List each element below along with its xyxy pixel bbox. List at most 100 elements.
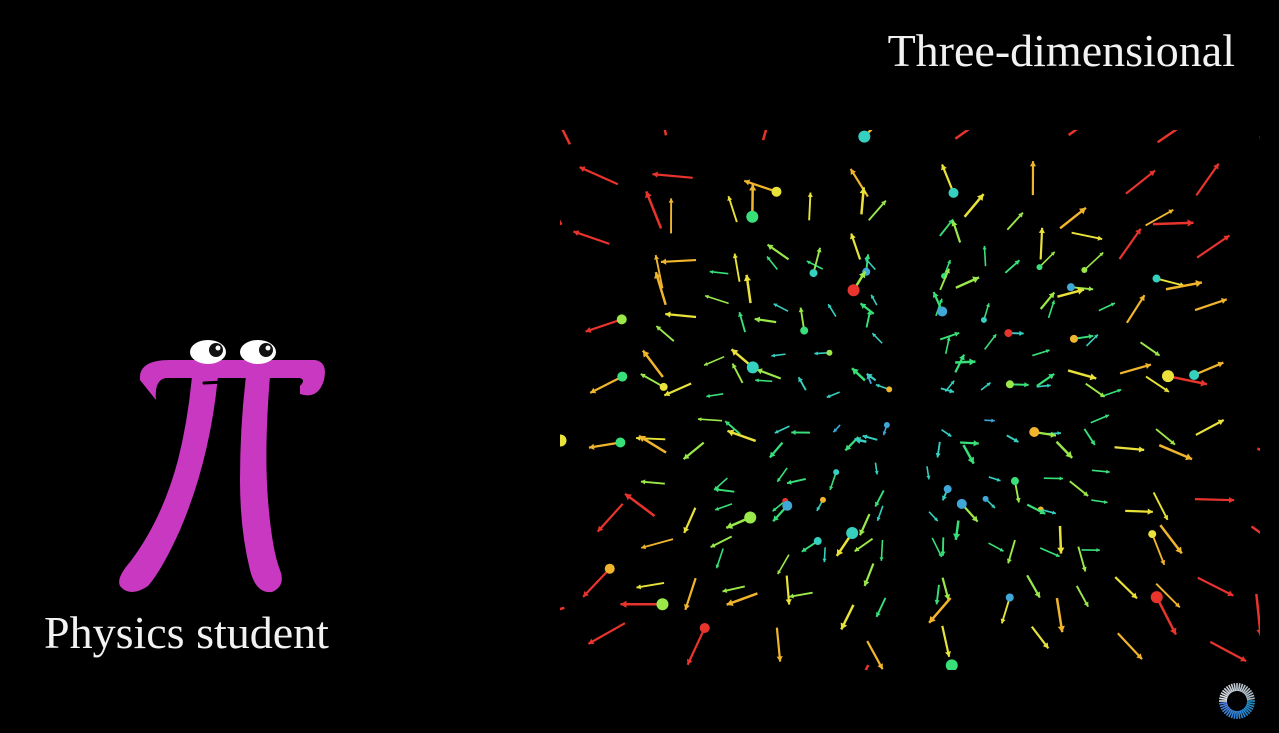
field-arrow-shaft <box>665 312 697 319</box>
field-arrow-head <box>954 331 960 337</box>
field-arrow-head <box>776 656 783 662</box>
field-arrow-head <box>1077 287 1084 295</box>
field-arrow-tip-dot <box>1081 267 1088 274</box>
field-arrow-head <box>1213 163 1219 170</box>
field-arrow-shaft <box>587 622 626 645</box>
field-arrow-shaft <box>1209 640 1247 663</box>
field-arrow-shaft <box>1077 546 1087 572</box>
field-arrow-head <box>850 168 856 175</box>
field-arrow-head <box>991 418 995 423</box>
field-arrow-head <box>773 303 778 308</box>
logo-tick <box>1246 703 1255 708</box>
pi-right-leg <box>240 376 282 593</box>
field-arrow-head <box>1217 419 1224 426</box>
field-arrow-shaft <box>1250 525 1260 535</box>
field-arrow-head <box>967 456 974 464</box>
field-arrow-shaft <box>1152 221 1194 226</box>
field-arrow-tip-dot <box>1150 591 1163 604</box>
logo-tick <box>1230 710 1235 719</box>
field-arrow-head <box>1117 388 1122 393</box>
field-arrow-tip-dot <box>1005 380 1014 389</box>
field-arrow-head <box>947 259 951 264</box>
field-arrow-head <box>777 570 782 575</box>
field-arrow-head <box>773 515 779 522</box>
pi-top-bar <box>139 360 325 400</box>
field-arrow-head <box>972 276 980 284</box>
field-arrow-shaft <box>1165 281 1203 291</box>
field-arrow-head <box>585 326 592 333</box>
field-arrow-shaft <box>1067 130 1078 137</box>
field-arrow-head <box>816 506 821 511</box>
field-arrow-head <box>722 587 728 593</box>
field-arrow-shaft <box>1155 596 1177 636</box>
field-arrow-head <box>625 493 633 501</box>
field-arrow-head <box>959 354 965 361</box>
logo-tick <box>1246 697 1255 701</box>
field-arrow-tip-dot <box>746 361 759 374</box>
field-arrow-head <box>1024 382 1029 388</box>
field-arrow-head <box>786 479 792 485</box>
field-arrow-head <box>590 387 597 394</box>
field-arrow-head <box>642 350 650 358</box>
field-arrow-head <box>668 198 674 203</box>
field-arrow-shaft <box>880 539 884 561</box>
field-arrow-tip-dot <box>937 306 948 317</box>
logo-tick <box>1240 684 1246 693</box>
field-arrow-head <box>1014 260 1020 266</box>
field-arrow-shaft <box>1193 361 1224 377</box>
field-arrow-shaft <box>704 295 729 305</box>
field-arrow-head <box>996 477 1001 482</box>
3b1b-logo-icon[interactable] <box>1217 681 1257 721</box>
field-arrow-head <box>1050 431 1057 438</box>
field-arrow-head <box>640 479 646 485</box>
logo-tick <box>1220 704 1229 710</box>
field-arrow-tip-dot <box>771 186 782 197</box>
field-arrow-tip-dot <box>886 386 893 393</box>
field-arrow-head <box>985 303 990 308</box>
field-arrow-head <box>645 191 652 199</box>
logo-tick <box>1237 710 1241 719</box>
field-arrow-head <box>938 553 942 558</box>
field-arrow-head <box>935 452 941 458</box>
field-arrow-head <box>1145 363 1151 369</box>
field-arrow-head <box>789 593 794 599</box>
field-arrow-head <box>875 383 880 388</box>
field-arrow-shaft <box>866 640 884 670</box>
field-arrow-shaft <box>660 258 697 264</box>
field-arrow-head <box>1168 209 1174 215</box>
field-arrow-tip-dot <box>847 284 860 297</box>
field-arrow-head <box>1096 548 1100 553</box>
field-arrow-head <box>1055 553 1060 558</box>
field-arrow-head <box>1228 496 1235 504</box>
field-arrow-head <box>1078 207 1086 215</box>
field-arrow-head <box>1065 451 1073 458</box>
field-arrow-shaft <box>1156 130 1178 144</box>
field-arrow-head <box>710 542 716 548</box>
field-arrow-shaft <box>1119 363 1152 375</box>
field-arrow-tip-dot <box>1189 370 1200 381</box>
field-arrow-head <box>826 394 831 399</box>
field-arrow-tip-dot <box>980 316 987 323</box>
field-arrow-head <box>732 253 738 259</box>
field-arrow-head <box>1015 497 1021 503</box>
field-arrow-head <box>705 294 709 299</box>
field-arrow-shaft <box>560 606 565 611</box>
field-arrow-head <box>573 230 580 237</box>
field-arrow-tip-dot <box>846 526 859 539</box>
field-arrow-tip-dot <box>604 563 615 574</box>
field-arrow-head <box>749 184 757 191</box>
logo-tick <box>1242 685 1249 694</box>
field-arrow-head <box>1163 514 1168 520</box>
field-arrow-head <box>1175 546 1182 554</box>
field-arrow-head <box>665 311 671 318</box>
field-arrow-head <box>1018 212 1023 218</box>
field-arrow-head <box>926 475 931 480</box>
field-arrow-head <box>731 349 739 356</box>
field-arrow-head <box>1240 655 1247 662</box>
field-arrow-head <box>660 258 667 265</box>
field-arrow-head <box>579 166 586 173</box>
field-arrow-shaft <box>1145 375 1170 393</box>
field-arrow-head <box>798 307 804 313</box>
field-arrow-head <box>588 638 595 645</box>
field-arrow-head <box>1052 510 1056 515</box>
